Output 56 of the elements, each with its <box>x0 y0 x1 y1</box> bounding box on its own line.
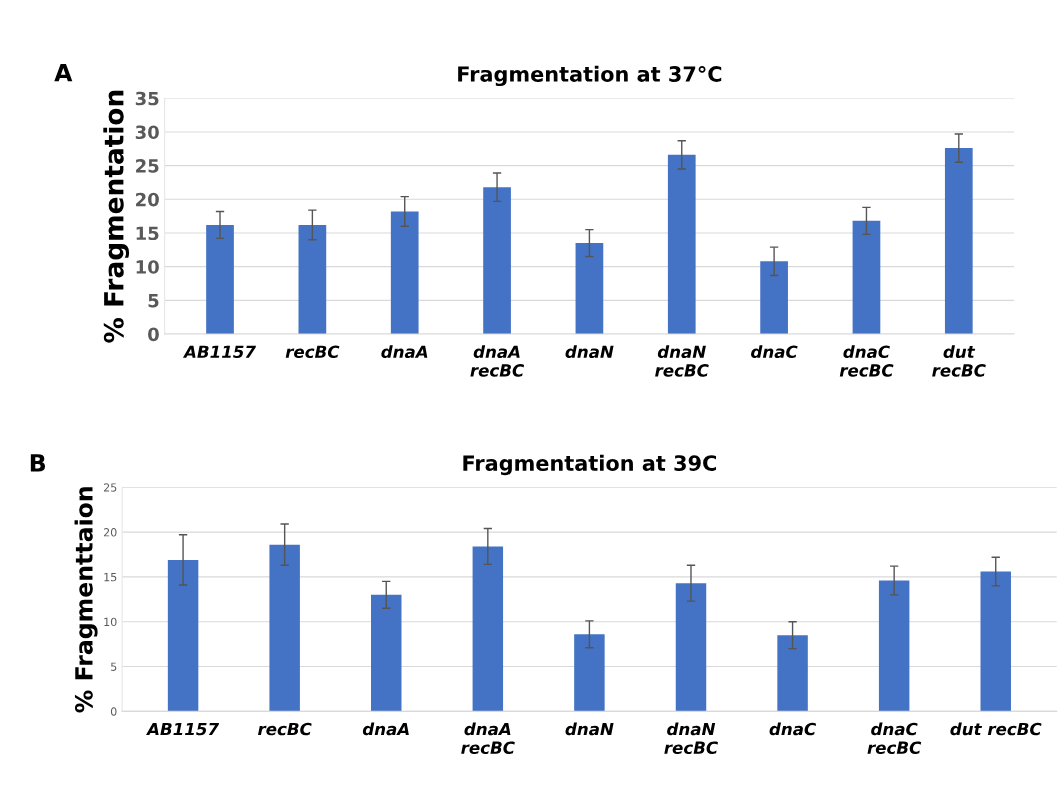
x-tick-label: recBC <box>285 345 340 359</box>
bar <box>269 544 300 712</box>
x-tick-label: dnaA recBC <box>461 722 515 755</box>
y-tick-label: 25 <box>136 159 159 173</box>
bar <box>852 220 881 335</box>
x-tick-label: dnaA <box>381 345 428 359</box>
y-axis-title: % Fragmentation <box>103 90 130 343</box>
text: A <box>54 63 73 82</box>
bar <box>472 546 504 712</box>
x-tick-label: AB1157 <box>182 345 256 359</box>
bar <box>667 154 696 335</box>
x-tick-label: dnaC <box>751 345 798 359</box>
y-tick-label: 0 <box>110 707 117 716</box>
chart-title: Fragmentation at 37°C <box>458 65 722 87</box>
y-tick-label: 25 <box>103 483 117 492</box>
bar <box>777 635 808 712</box>
x-tick-label: dnaA recBC <box>470 345 525 377</box>
y-tick-label: 5 <box>148 294 159 308</box>
bar <box>944 148 973 335</box>
x-tick-label: AB1157 <box>146 722 220 736</box>
x-tick-label: dnaN <box>565 722 614 736</box>
bar <box>298 224 327 335</box>
y-axis-title: % Fragmenttaion <box>74 487 98 713</box>
bar <box>167 559 199 712</box>
x-tick-label: recBC <box>258 722 312 736</box>
x-tick-label: dnaC recBC <box>839 345 894 377</box>
y-tick-label: 0 <box>148 327 159 342</box>
bar <box>574 634 605 712</box>
bar <box>675 583 707 712</box>
bar <box>575 243 604 335</box>
chart-title: Fragmentation at 39C <box>463 454 717 476</box>
y-tick-label: 15 <box>104 573 117 582</box>
x-tick-label: dnaC <box>769 722 817 736</box>
x-tick-label: dnaN recBC <box>655 345 709 377</box>
bar <box>878 580 910 712</box>
x-tick-label: dut recBC <box>932 345 986 377</box>
y-tick-label: 35 <box>135 91 159 106</box>
x-tick-label: dnaN <box>565 345 614 359</box>
y-tick-label: 5 <box>111 662 117 671</box>
text: B <box>30 454 46 472</box>
bar <box>390 211 419 335</box>
y-tick-label: 10 <box>136 260 159 274</box>
x-tick-label: dnaC recBC <box>867 722 922 755</box>
y-tick-label: 30 <box>135 125 159 140</box>
x-tick-label: dut recBC <box>950 722 1042 736</box>
y-tick-label: 10 <box>104 617 117 627</box>
y-tick-label: 20 <box>136 192 159 207</box>
x-tick-label: dnaA <box>362 722 409 736</box>
y-tick-label: 20 <box>103 528 117 537</box>
bar <box>483 187 511 335</box>
bar <box>760 261 788 335</box>
bar <box>980 571 1011 712</box>
y-tick-label: 15 <box>136 226 159 241</box>
bar <box>371 594 402 712</box>
bar <box>206 224 234 335</box>
x-tick-label: dnaN recBC <box>664 722 718 755</box>
